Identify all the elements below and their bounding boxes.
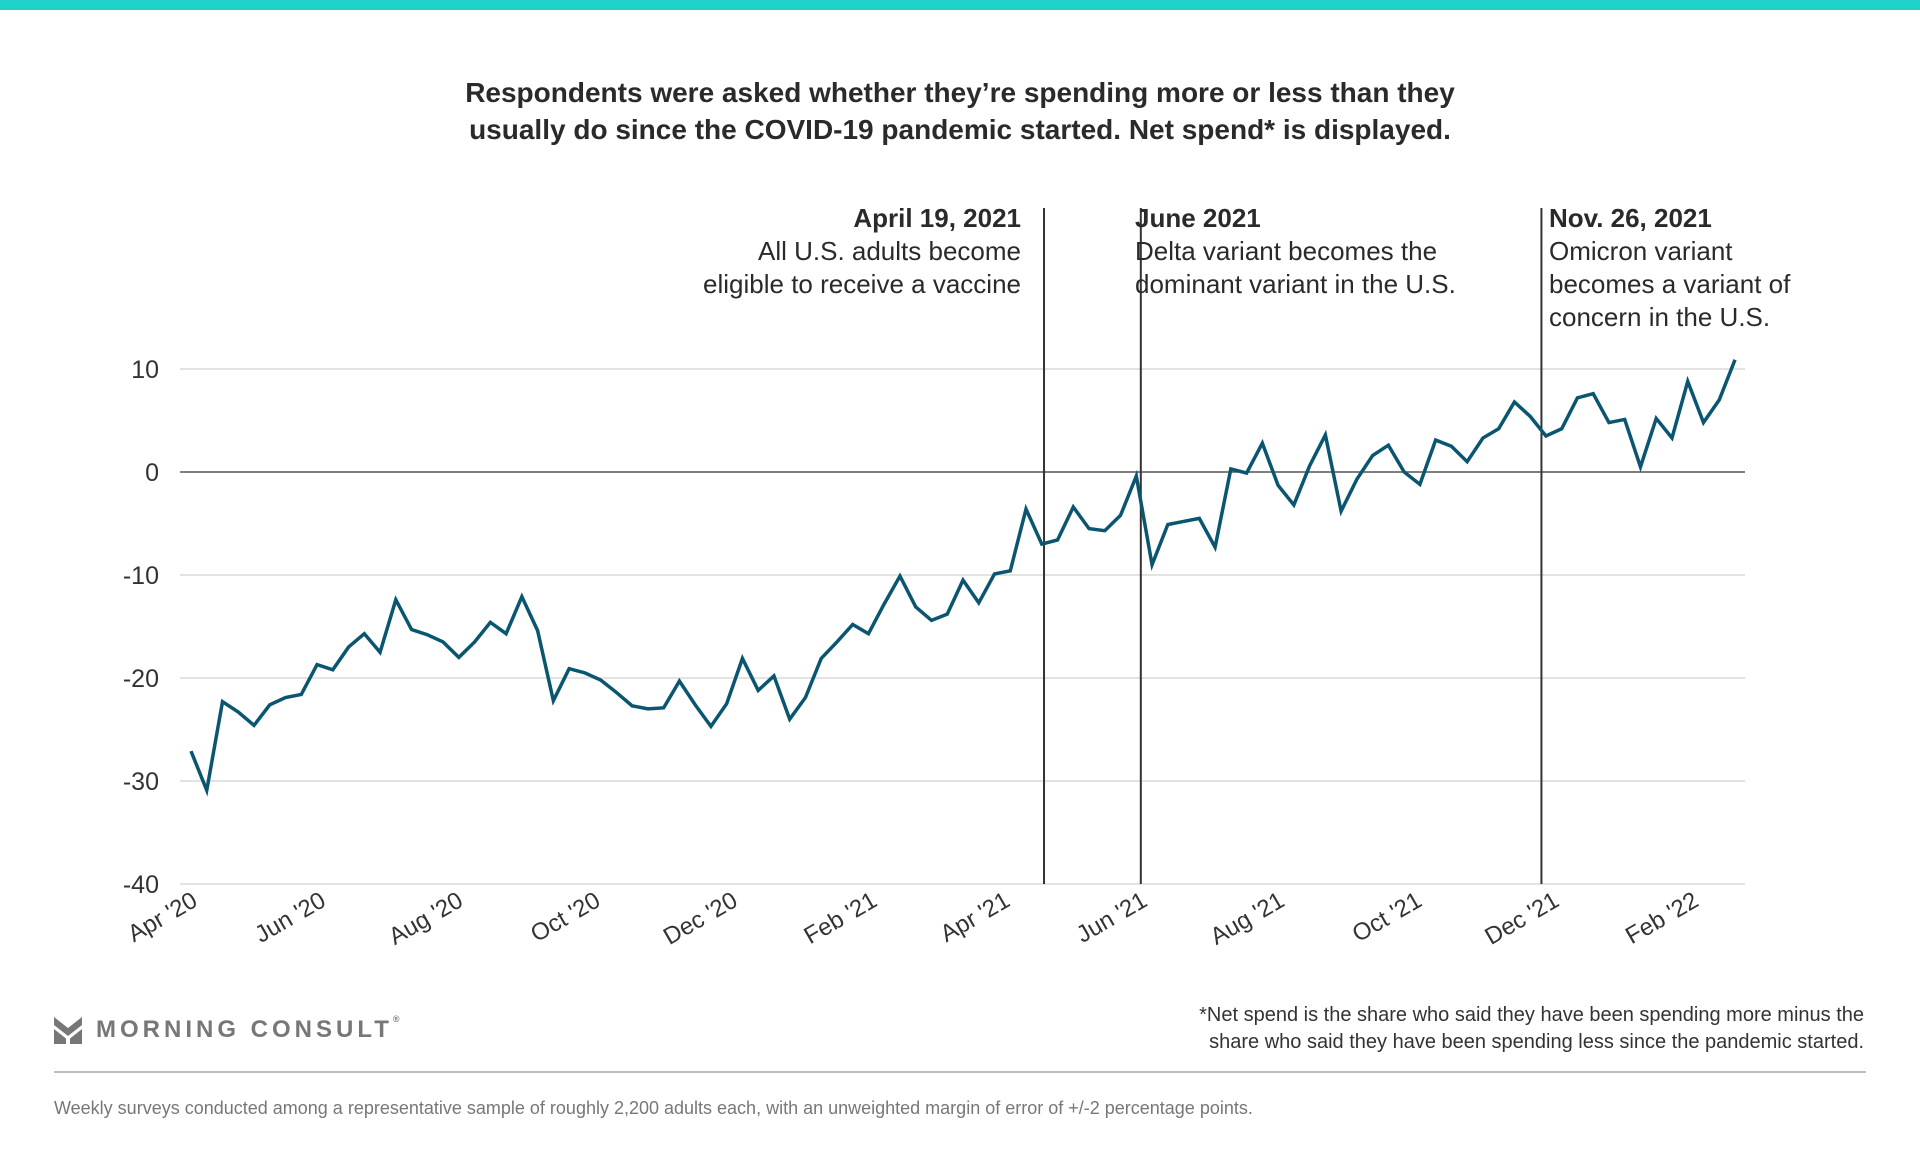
annotation-text: Delta variant becomes the	[1135, 236, 1438, 266]
chart-title-line-1: Respondents were asked whether they’re s…	[465, 77, 1455, 108]
annotation-text: becomes a variant of	[1549, 269, 1791, 299]
morning-consult-logo: MORNING CONSULT®	[54, 1014, 400, 1044]
x-tick-label: Jun '21	[1072, 887, 1152, 949]
chart-title-line-2: usually do since the COVID-19 pandemic s…	[469, 114, 1451, 145]
x-tick-label: Aug '20	[384, 887, 467, 951]
chart-title: Respondents were asked whether they’re s…	[0, 74, 1920, 148]
annotation-vaccine-eligibility: April 19, 2021 All U.S. adults become el…	[703, 202, 1021, 301]
x-tick-label: Dec '21	[1480, 887, 1563, 951]
morning-consult-m-icon	[54, 1016, 82, 1044]
x-tick-label: Apr '21	[936, 887, 1015, 948]
footnote-line: *Net spend is the share who said they ha…	[1199, 1004, 1864, 1026]
x-tick-label: Oct '20	[526, 887, 605, 948]
annotation-delta-variant: June 2021 Delta variant becomes the domi…	[1135, 202, 1456, 301]
annotation-text: dominant variant in the U.S.	[1135, 269, 1456, 299]
net-spend-footnote: *Net spend is the share who said they ha…	[1199, 1002, 1864, 1056]
x-tick-label: Aug '21	[1206, 887, 1289, 951]
y-tick-label: -40	[123, 871, 159, 899]
annotation-heading: June 2021	[1135, 203, 1261, 233]
x-tick-label: Dec '20	[659, 887, 742, 951]
x-tick-label: Oct '21	[1348, 887, 1427, 948]
top-accent-bar	[0, 0, 1920, 10]
footer-divider	[54, 1071, 1866, 1073]
annotation-text: eligible to receive a vaccine	[703, 269, 1021, 299]
logo-wordmark: MORNING CONSULT®	[96, 1014, 400, 1044]
y-tick-label: 10	[131, 356, 159, 384]
annotation-heading: Nov. 26, 2021	[1549, 203, 1712, 233]
registered-mark: ®	[392, 1014, 400, 1024]
footnote-line: share who said they have been spending l…	[1209, 1031, 1864, 1053]
annotation-heading: April 19, 2021	[853, 203, 1021, 233]
annotation-text: Omicron variant	[1549, 236, 1733, 266]
annotation-text: concern in the U.S.	[1549, 302, 1771, 332]
y-tick-label: -20	[123, 665, 159, 693]
y-tick-label: -10	[123, 562, 159, 590]
y-tick-label: 0	[145, 459, 159, 487]
x-tick-label: Jun '20	[250, 887, 330, 949]
methodology-note: Weekly surveys conducted among a represe…	[54, 1098, 1253, 1118]
x-tick-label: Feb '21	[800, 887, 882, 950]
logo-text: MORNING CONSULT	[96, 1016, 393, 1043]
y-tick-label: -30	[123, 768, 159, 796]
annotation-text: All U.S. adults become	[757, 236, 1021, 266]
annotation-omicron-variant: Nov. 26, 2021 Omicron variant becomes a …	[1549, 202, 1790, 334]
x-tick-label: Feb '22	[1621, 887, 1703, 950]
